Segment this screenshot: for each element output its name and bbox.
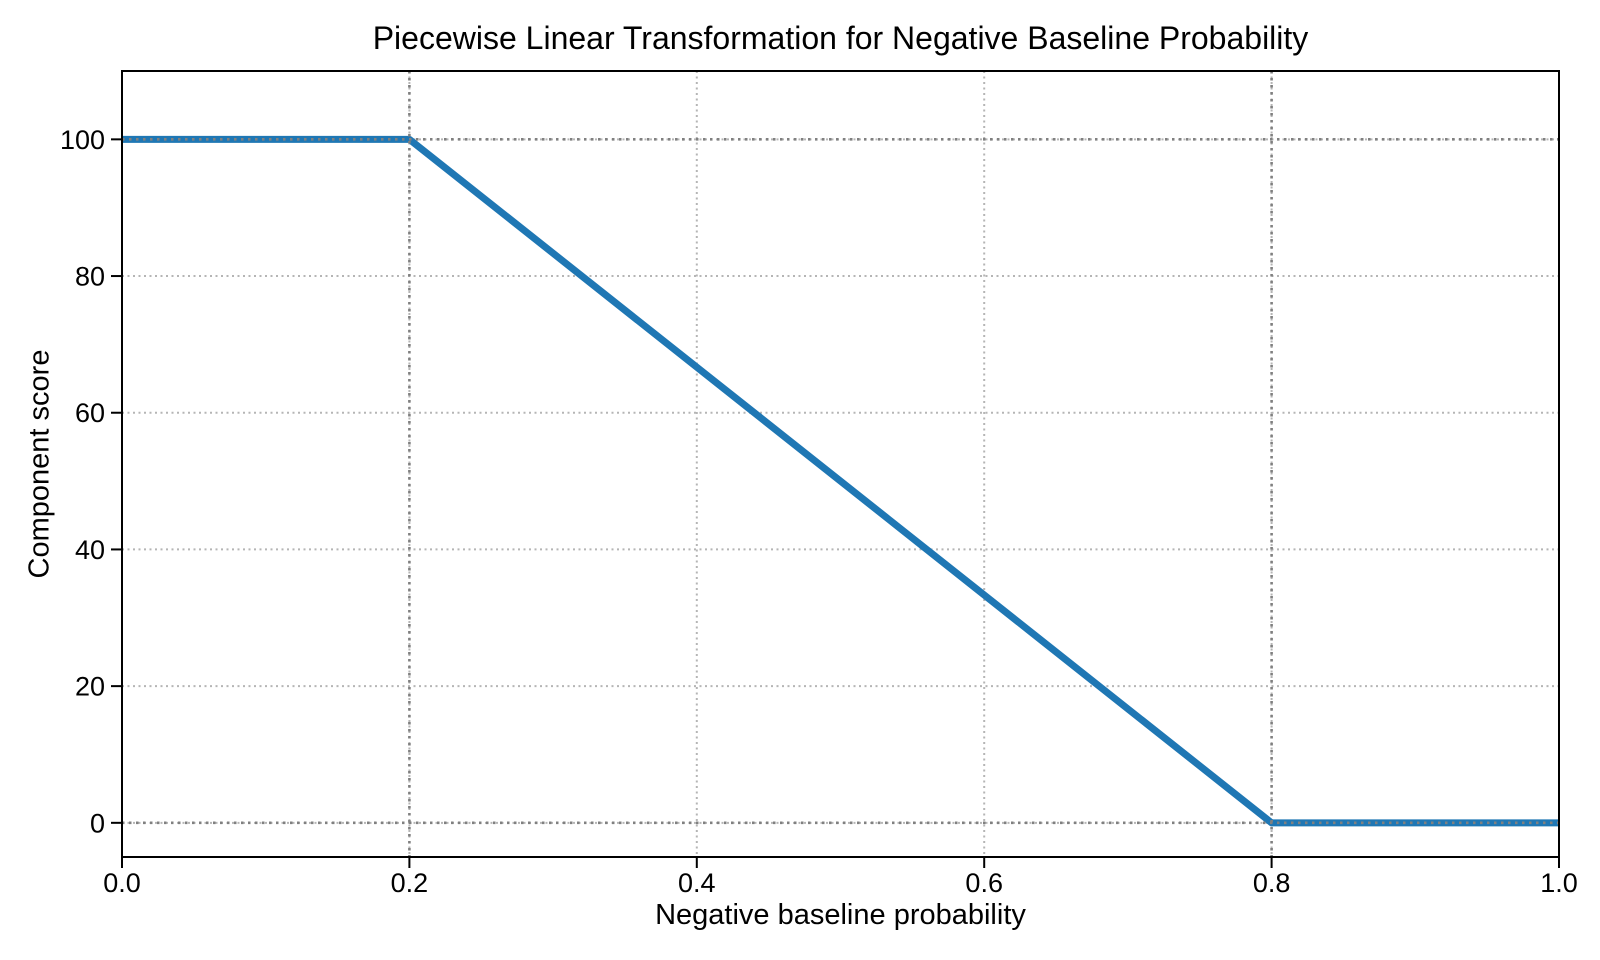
x-tick-label: 0.6	[965, 868, 1003, 898]
axes-spines	[121, 70, 1560, 858]
x-tick-label: 1.0	[1540, 868, 1578, 898]
x-axis-label: Negative baseline probability	[655, 899, 1026, 931]
y-tick-label: 60	[75, 398, 105, 428]
x-tick-label: 0.4	[678, 868, 716, 898]
x-tick-label: 0.2	[391, 868, 429, 898]
y-tick-label: 100	[60, 125, 105, 155]
series-line	[122, 135, 1559, 827]
x-tick-label: 0.0	[103, 868, 141, 898]
x-tick-label: 0.8	[1253, 868, 1291, 898]
y-tick-label: 0	[90, 808, 105, 838]
y-tick-label: 40	[75, 535, 105, 565]
y-tick-label: 20	[75, 672, 105, 702]
y-axis-label: Component score	[23, 349, 56, 579]
chart-title: Piecewise Linear Transformation for Nega…	[372, 20, 1309, 56]
y-tick-label: 80	[75, 261, 105, 291]
